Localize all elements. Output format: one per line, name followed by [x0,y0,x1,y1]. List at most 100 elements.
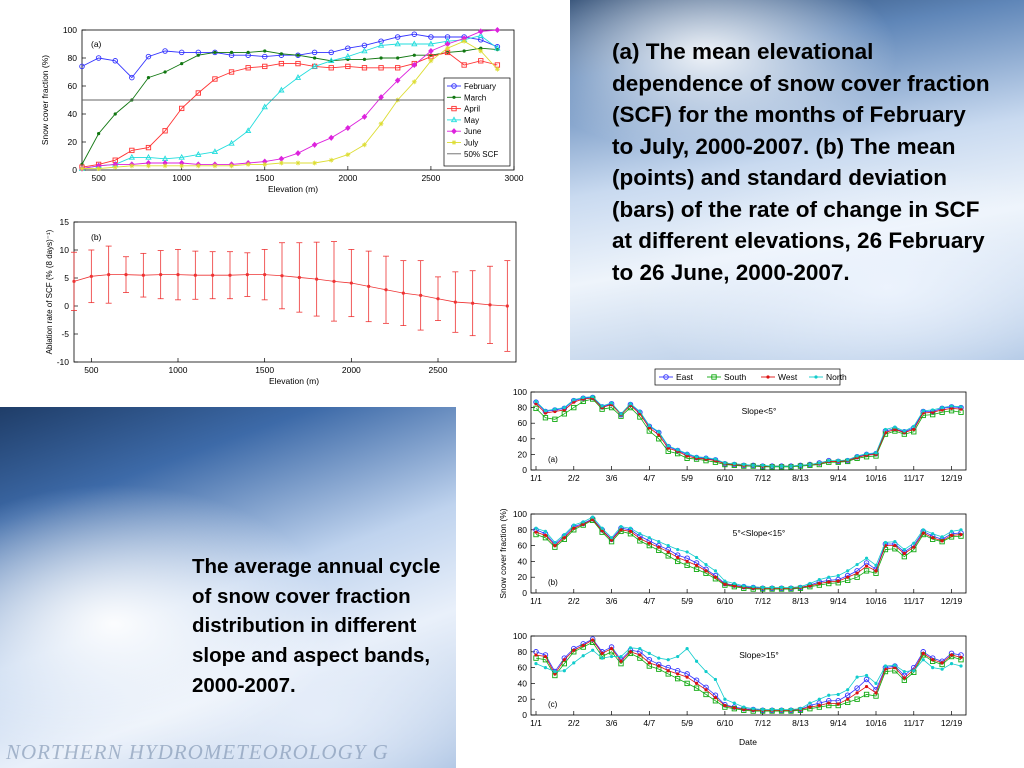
data-point [931,410,935,414]
data-point [581,395,585,400]
y-tick-label: 80 [518,403,528,413]
y-tick-label: 80 [68,53,78,63]
data-point [394,40,401,47]
data-point [647,423,651,428]
data-point [428,47,434,55]
mean-line [73,274,508,307]
data-point [761,707,765,712]
data-point [675,558,681,565]
y-tick-label: 100 [513,387,527,397]
mean-point [332,279,336,283]
data-point [278,86,285,93]
data-point [478,58,484,64]
x-tick-label: 6/10 [717,596,734,606]
data-point [676,547,680,552]
data-point [949,533,954,537]
legend-marker [451,128,457,135]
mean-point [193,273,197,277]
data-point [581,522,585,526]
data-point [657,545,661,549]
data-point [543,411,548,415]
x-tick-label: 8/13 [792,473,809,483]
data-point [742,707,746,712]
data-point [798,707,803,711]
legend-label: July [464,139,478,148]
series-line [535,638,962,711]
y-tick-label: 20 [518,449,528,459]
data-point [534,526,538,530]
data-point [211,148,219,155]
data-point [959,528,963,532]
x-tick-label: 2000 [342,365,361,375]
data-point [245,65,251,71]
legend-marker [450,116,458,123]
slope-aspect-chart: 0 20 40 60 80 100 1/1 2/2 3/6 4/7 5/9 6/10 7/12 8/13 9… [498,368,967,747]
data-point [713,696,718,700]
data-point [742,584,746,588]
series-line [535,398,962,468]
data-point [311,49,318,56]
x-tick-label: 7/12 [754,596,771,606]
snow-photo-bottom [0,407,456,768]
data-point [694,563,699,567]
data-point [162,128,168,134]
data-point [931,666,935,670]
data-point [278,160,284,166]
data-point [694,659,699,663]
data-point [428,34,434,40]
x-tick-label: 500 [84,365,98,375]
data-point [666,669,670,673]
data-point [461,62,467,68]
series-july [79,38,500,171]
data-point [808,701,812,705]
data-point [494,44,501,51]
x-tick-label: 11/17 [903,473,924,483]
data-point [295,150,301,157]
data-point [732,584,736,588]
legend-label: April [464,105,480,114]
data-point [572,523,576,527]
data-point [846,575,850,579]
data-point [685,452,689,456]
data-point [561,411,567,417]
data-point [543,529,548,533]
data-point [345,63,351,70]
data-point [628,650,633,654]
data-point [600,528,604,533]
data-point [723,579,727,583]
data-point [377,41,385,48]
y-tick-label: 20 [518,694,528,704]
data-point [395,65,401,71]
data-point [581,520,585,524]
data-point [494,66,500,72]
data-point [817,703,821,708]
y-tick-label: 40 [68,109,78,119]
data-point [479,46,483,50]
data-point [195,151,202,157]
panel-label: (b) [91,232,102,242]
data-point [883,540,888,545]
legend-label: East [676,372,694,382]
data-point [572,648,576,652]
data-point [246,50,250,55]
slope-panel-1: 0 20 40 60 80 100 1/1 2/2 3/6 4/7 5/9 6/10 7/12 8/13 9… [513,387,967,483]
data-point [846,458,850,462]
mean-point [228,273,232,277]
y-tick-label: -5 [61,329,69,339]
data-point [428,58,434,64]
data-point [854,696,860,702]
data-point [600,526,604,530]
x-tick-label: 1/1 [530,596,542,606]
series-ablation-rate [71,241,511,352]
data-point [427,40,435,47]
x-tick-label: 9/14 [830,596,847,606]
data-point [751,585,755,589]
data-point [543,533,548,537]
data-point [411,40,418,47]
data-point [855,675,859,679]
mean-point [176,273,180,277]
x-tick-label: 2/2 [568,473,580,483]
data-point [180,62,184,66]
data-point [647,541,651,545]
data-point [261,103,268,110]
